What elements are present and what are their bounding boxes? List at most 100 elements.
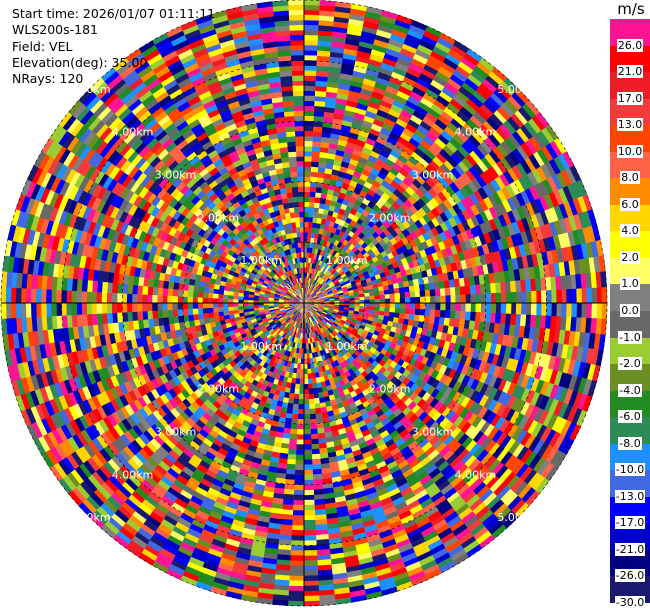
ray-gate-cells xyxy=(275,477,286,485)
ray-gate-cells xyxy=(272,446,282,453)
ray-gate-cells xyxy=(279,65,298,188)
ray-gate-cells xyxy=(295,289,299,295)
ray-gate-cells xyxy=(292,309,297,314)
ray-gate-cells xyxy=(263,298,269,302)
ray-gate-cells xyxy=(404,472,420,488)
ray-gate-cells xyxy=(250,48,297,259)
ray-gate-cells xyxy=(253,309,291,329)
ray-gate-cells xyxy=(175,73,229,159)
ray-gate-cells xyxy=(233,302,249,307)
ray-gate-cells xyxy=(308,304,539,379)
ray-gate-cells xyxy=(314,53,429,281)
ray-gate-cells xyxy=(317,287,332,297)
ray-gate-cells xyxy=(484,123,513,151)
ray-gate-cells xyxy=(232,201,302,299)
ray-gate-cells xyxy=(131,377,226,468)
ray-gate-cells xyxy=(313,299,320,302)
ray-gate-cells xyxy=(425,124,492,189)
ray-gate-cells xyxy=(361,38,404,129)
ray-gate-cells xyxy=(347,95,360,104)
ray-gate-cells xyxy=(543,194,555,210)
ray-gate-cells xyxy=(156,229,183,248)
ray-gate-cells xyxy=(483,189,507,210)
ray-gate-cells xyxy=(306,323,308,329)
ray-gate-cells xyxy=(311,309,444,436)
ray-gate-cells xyxy=(203,71,239,137)
ray-gate-cells xyxy=(229,21,287,221)
ray-gate-cells xyxy=(315,377,363,583)
ray-gate-cells xyxy=(330,470,341,478)
ray-gate-cells xyxy=(127,384,219,471)
ray-gate-cells xyxy=(496,160,508,174)
ray-gate-cells xyxy=(251,401,259,410)
ray-gate-cells xyxy=(405,186,415,196)
ray-gate-cells xyxy=(237,311,299,409)
ray-gate-cells xyxy=(364,392,379,410)
ray-gate-cells xyxy=(2,255,55,277)
ray-gate-cells xyxy=(323,293,334,298)
ray-gate-cells xyxy=(30,199,286,297)
ray-gate-cells xyxy=(152,409,163,421)
ray-gate-cells xyxy=(216,307,303,577)
ray-gate-cells xyxy=(299,307,303,313)
ray-gate-cells xyxy=(86,321,217,361)
ray-gate-cells xyxy=(179,240,237,273)
ray-gate-cells xyxy=(347,242,362,257)
ray-gate-cells xyxy=(338,344,355,363)
ray-gate-cells xyxy=(390,416,448,488)
ray-gate-cells xyxy=(215,373,281,539)
ray-gate-cells xyxy=(301,313,303,319)
colorbar-tick-label: -26.0 xyxy=(614,569,646,583)
ray-gate-cells xyxy=(392,264,489,289)
ray-gate-cells xyxy=(351,63,381,131)
ray-gate-cells xyxy=(59,356,187,425)
ray-gate-cells xyxy=(114,82,295,292)
ray-gate-cells xyxy=(230,442,241,451)
ray-gate-cells xyxy=(118,107,244,239)
ray-gate-cells xyxy=(213,158,252,215)
ray-gate-cells xyxy=(225,145,257,200)
ray-gate-cells xyxy=(311,352,326,404)
colorbar-tick-label: 0.0 xyxy=(620,304,640,317)
ray-gate-cells xyxy=(358,311,429,330)
ray-gate-cells xyxy=(303,434,312,450)
ray-gate-cells xyxy=(273,10,304,288)
ray-gate-cells xyxy=(132,470,146,484)
ray-gate-cells xyxy=(330,338,416,447)
ray-gate-cells xyxy=(112,322,120,334)
ray-gate-cells xyxy=(333,239,405,286)
ray-gate-cells xyxy=(51,276,209,298)
ray-gate-cells xyxy=(530,196,588,229)
ray-gate-cells xyxy=(336,213,344,220)
ray-gate-cells xyxy=(239,424,249,433)
ray-gate-cells xyxy=(319,304,325,307)
ray-gate-cells xyxy=(335,326,399,377)
ray-gate-cells xyxy=(363,312,370,317)
ray-gate-cells xyxy=(291,336,295,343)
ray-gate-cells xyxy=(363,309,370,314)
ray-gate-cells xyxy=(408,314,415,321)
ray-gate-cells xyxy=(290,519,304,566)
ray-gate-cells xyxy=(347,349,512,522)
ray-gate-cells xyxy=(247,278,254,284)
ray-gate-cells xyxy=(403,313,435,324)
ray-gate-cells xyxy=(483,322,586,348)
ray-gate-cells xyxy=(464,311,491,323)
ray-gate-cells xyxy=(260,275,292,296)
ray-gate-cells xyxy=(44,318,257,401)
ray-gate-cells xyxy=(282,101,294,108)
ray-gate-cells xyxy=(165,55,234,168)
ray-gate-cells xyxy=(323,230,355,275)
ray-gate-cells xyxy=(323,492,346,565)
ray-gate-cells xyxy=(447,388,458,400)
ray-gate-cells xyxy=(258,11,297,234)
ray-gate-cells xyxy=(328,243,346,267)
ray-gate-cells xyxy=(305,111,325,278)
ray-gate-cells xyxy=(256,397,294,605)
ray-gate-cells xyxy=(304,278,324,303)
ray-gate-cells xyxy=(361,357,398,393)
ray-gate-cells xyxy=(402,66,453,138)
ray-gate-cells xyxy=(321,312,548,440)
ray-gate-cells xyxy=(87,151,268,279)
